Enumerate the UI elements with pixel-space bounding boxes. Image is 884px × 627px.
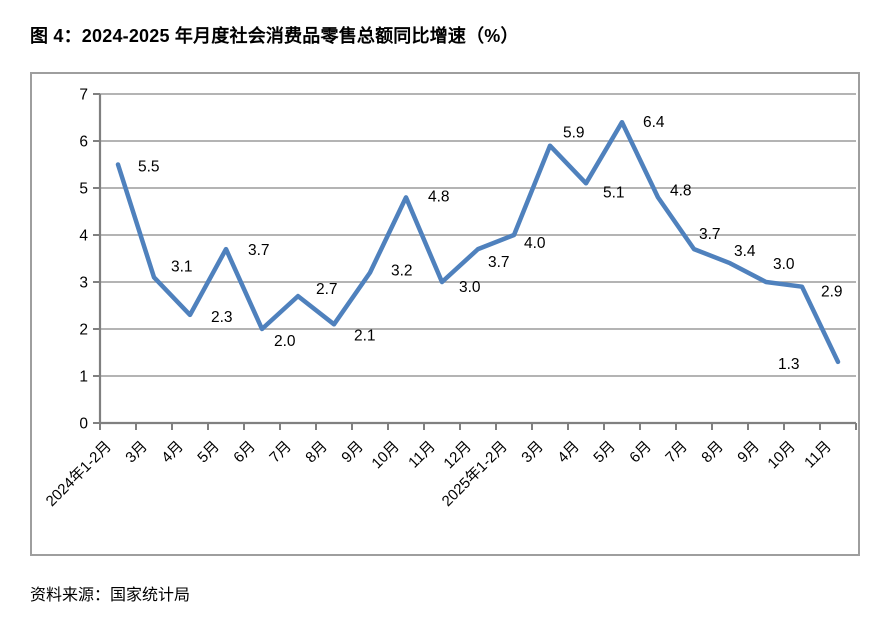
x-tick-label: 7月 xyxy=(662,438,691,467)
series-line xyxy=(115,119,841,365)
x-tick-label: 7月 xyxy=(266,438,295,467)
data-label: 2.7 xyxy=(316,281,338,298)
x-tick-label: 4月 xyxy=(554,438,583,467)
x-tick-label: 11月 xyxy=(801,438,835,472)
chart-area: 0 1 2 3 4 5 6 7 2024年1-2月 3月 4月 5月 6月 7月 8月 9月 10月 11月 12月… xyxy=(30,72,860,556)
source-note: 资料来源：国家统计局 xyxy=(30,587,191,604)
y-tick-label: 3 xyxy=(79,275,88,292)
x-tick-label: 2025年1-2月 xyxy=(439,438,511,510)
x-tick-label: 9月 xyxy=(338,438,367,467)
chart-title: 图 4：2024-2025 年月度社会消费品零售总额同比增速（%） xyxy=(30,26,519,46)
x-tick-label: 11月 xyxy=(405,438,439,472)
y-tick-label: 2 xyxy=(79,322,88,339)
x-tick-label: 3月 xyxy=(518,438,547,467)
x-tick-label: 10月 xyxy=(368,438,402,472)
x-tick-label: 10月 xyxy=(764,438,798,472)
data-label: 4.0 xyxy=(524,235,546,252)
data-label: 3.7 xyxy=(248,242,270,259)
x-tick-label: 6月 xyxy=(230,438,259,467)
x-tick-label: 9月 xyxy=(734,438,763,467)
data-label: 3.0 xyxy=(773,256,795,273)
data-label: 2.1 xyxy=(354,327,376,344)
y-tick-label: 1 xyxy=(79,369,88,386)
x-tick-label: 5月 xyxy=(194,438,223,467)
x-tick-label: 4月 xyxy=(158,438,187,467)
data-label: 6.4 xyxy=(643,114,665,131)
x-tick-label: 6月 xyxy=(626,438,655,467)
data-label: 2.0 xyxy=(274,333,296,350)
data-label: 3.1 xyxy=(171,258,193,275)
data-label: 3.4 xyxy=(734,243,756,260)
y-tick-label: 5 xyxy=(79,181,88,198)
x-tick-label: 2024年1-2月 xyxy=(43,438,115,510)
x-tick-label: 5月 xyxy=(590,438,619,467)
data-label: 1.3 xyxy=(778,356,800,373)
data-label: 3.7 xyxy=(488,254,510,271)
data-label: 5.9 xyxy=(563,125,585,142)
y-tick-label: 0 xyxy=(79,416,88,433)
data-label: 3.2 xyxy=(391,263,413,280)
y-tick-label: 6 xyxy=(79,134,88,151)
data-label: 4.8 xyxy=(428,188,450,205)
y-tick-label: 4 xyxy=(79,228,88,245)
x-tick-label: 3月 xyxy=(122,438,151,467)
data-label: 5.5 xyxy=(138,159,160,176)
data-label: 4.8 xyxy=(670,182,692,199)
x-tick-label: 8月 xyxy=(302,438,331,467)
data-label: 3.0 xyxy=(459,279,481,296)
data-label: 5.1 xyxy=(603,184,625,201)
data-label: 2.3 xyxy=(211,309,233,326)
data-label: 2.9 xyxy=(821,284,843,301)
y-tick-label: 7 xyxy=(79,87,88,104)
x-tick-label: 8月 xyxy=(698,438,727,467)
data-label: 3.7 xyxy=(699,226,721,243)
